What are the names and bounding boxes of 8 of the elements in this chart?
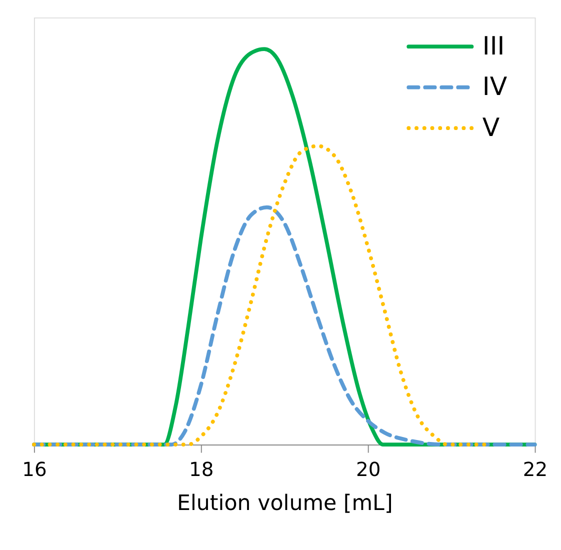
- x-tick-label: 16: [22, 458, 47, 482]
- legend-label: IV: [482, 72, 508, 102]
- legend-label: III: [482, 31, 505, 60]
- x-tick-label: 20: [356, 458, 381, 482]
- x-tick-label: 22: [522, 458, 548, 482]
- x-axis-title: Elution volume [mL]: [176, 491, 393, 516]
- legend-label: V: [482, 112, 500, 142]
- x-tick-label: 18: [189, 458, 214, 482]
